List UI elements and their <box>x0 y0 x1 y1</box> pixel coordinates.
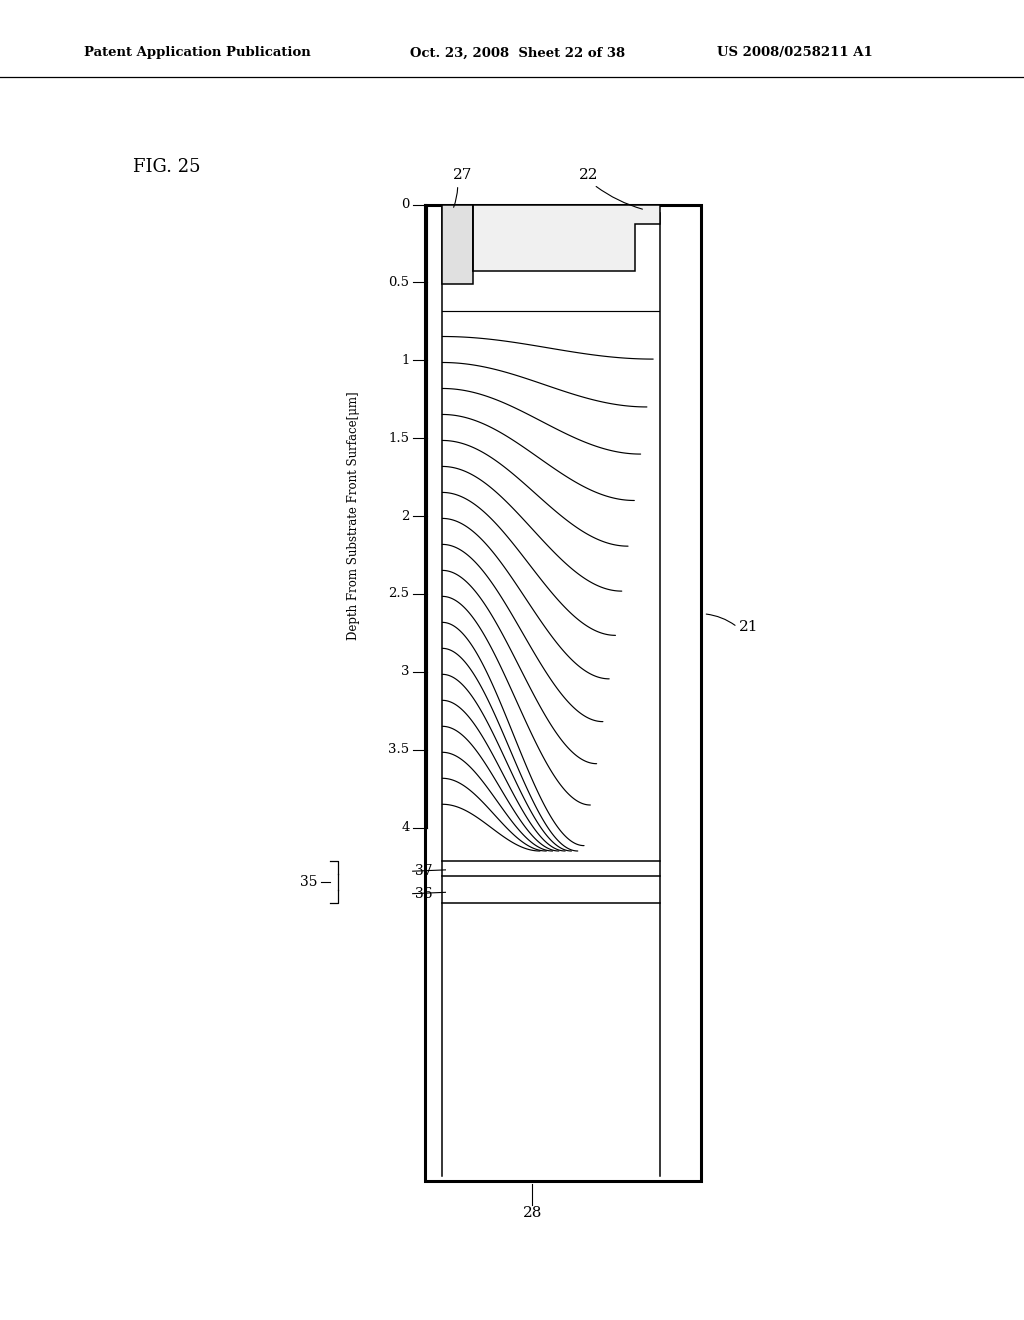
Text: 4: 4 <box>401 821 410 834</box>
Text: 22: 22 <box>579 168 599 182</box>
Text: 2.5: 2.5 <box>388 587 410 601</box>
Text: Depth From Substrate Front Surface[μm]: Depth From Substrate Front Surface[μm] <box>347 392 359 640</box>
Text: 3.5: 3.5 <box>388 743 410 756</box>
Text: 21: 21 <box>739 620 759 634</box>
Text: 28: 28 <box>523 1206 542 1221</box>
Text: Oct. 23, 2008  Sheet 22 of 38: Oct. 23, 2008 Sheet 22 of 38 <box>410 46 625 59</box>
Text: 1.5: 1.5 <box>388 432 410 445</box>
Text: 3: 3 <box>401 665 410 678</box>
Text: FIG. 25: FIG. 25 <box>133 158 201 177</box>
Polygon shape <box>473 205 660 271</box>
Text: Patent Application Publication: Patent Application Publication <box>84 46 310 59</box>
Text: 35: 35 <box>300 875 317 888</box>
Text: 0: 0 <box>401 198 410 211</box>
Bar <box>442 205 473 284</box>
Text: US 2008/0258211 A1: US 2008/0258211 A1 <box>717 46 872 59</box>
Text: 37: 37 <box>415 865 432 878</box>
Text: 27: 27 <box>454 168 472 182</box>
Text: 0.5: 0.5 <box>388 276 410 289</box>
Text: 2: 2 <box>401 510 410 523</box>
Text: 36: 36 <box>415 887 432 900</box>
Text: 1: 1 <box>401 354 410 367</box>
